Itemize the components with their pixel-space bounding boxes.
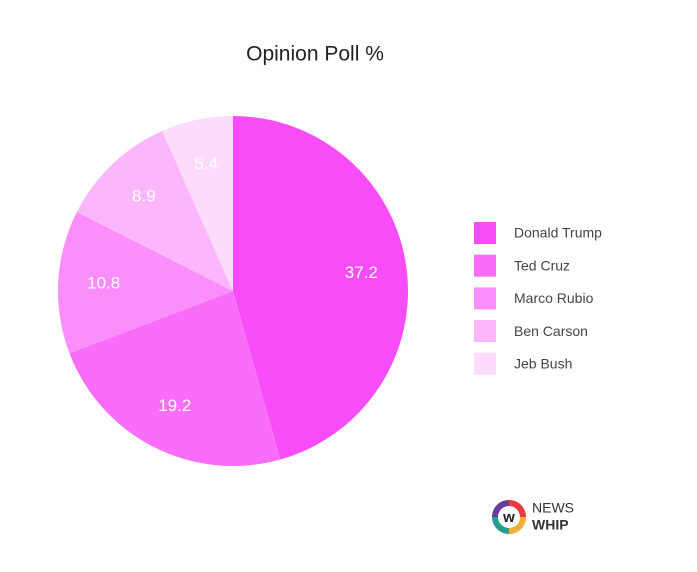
legend-label: Marco Rubio xyxy=(514,290,594,306)
data-label: 5.4 xyxy=(194,154,218,173)
data-label: 37.2 xyxy=(345,263,378,282)
data-label: 8.9 xyxy=(132,187,156,206)
logo-text: WHIP xyxy=(532,517,569,533)
logo-center xyxy=(498,506,520,528)
legend-label: Donald Trump xyxy=(514,225,602,241)
legend-swatch xyxy=(474,352,496,375)
data-label: 19.2 xyxy=(158,396,191,415)
logo-mark: w xyxy=(502,509,515,526)
legend-swatch xyxy=(474,287,496,310)
legend-label: Ben Carson xyxy=(514,323,588,339)
data-label: 10.8 xyxy=(87,274,120,293)
pie-slice xyxy=(233,116,408,460)
legend-label: Ted Cruz xyxy=(514,257,570,273)
logo-text: NEWS xyxy=(532,500,574,516)
pie-slice xyxy=(76,130,234,291)
legend-swatch xyxy=(474,254,496,277)
legend-label: Jeb Bush xyxy=(514,356,572,372)
legend-swatch xyxy=(474,320,496,343)
pie-slice xyxy=(162,116,233,291)
pie-slice xyxy=(69,291,281,466)
chart-title: Opinion Poll % xyxy=(246,43,384,66)
logo: w NEWS WHIP xyxy=(492,500,574,534)
pie-slice xyxy=(57,212,233,354)
legend-swatch xyxy=(474,222,496,244)
